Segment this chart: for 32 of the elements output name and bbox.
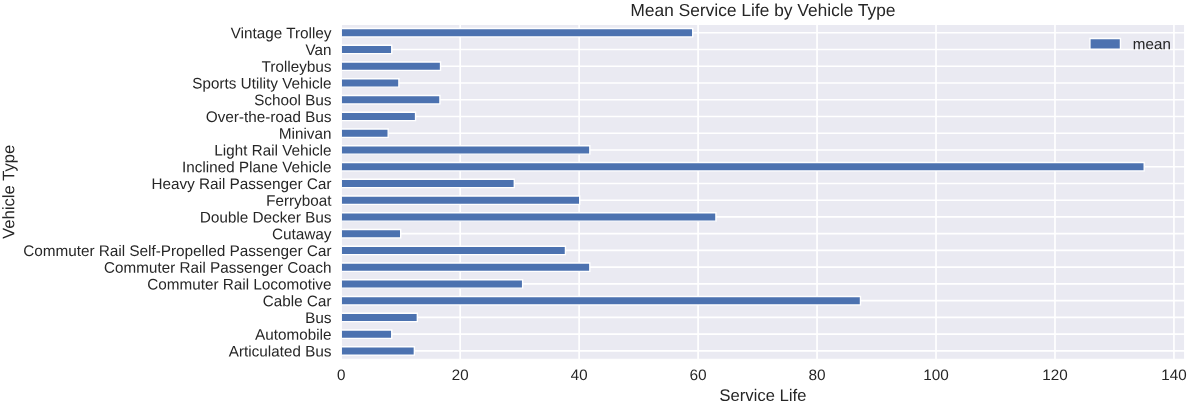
x-tick-label: 80 xyxy=(809,369,825,381)
chart-title: Mean Service Life by Vehicle Type xyxy=(631,3,895,20)
y-tick-label: Trolleybus xyxy=(261,60,331,75)
y-axis-title: Vehicle Type xyxy=(2,145,18,239)
y-tick-label: Commuter Rail Passenger Coach xyxy=(104,261,331,276)
x-tick-label: 60 xyxy=(690,369,706,381)
y-tick-label: Articulated Bus xyxy=(228,345,331,357)
y-tick-label: Ferryboat xyxy=(267,194,332,209)
x-axis-title: Service Life xyxy=(720,388,806,402)
y-tick-label: Vintage Trolley xyxy=(230,27,332,42)
x-tick-label: 120 xyxy=(1043,369,1068,381)
y-tick-label: Light Rail Vehicle xyxy=(215,144,331,159)
y-tick-label: Heavy Rail Passenger Car xyxy=(152,177,332,193)
y-tick-label: Over-the-road Bus xyxy=(206,110,331,123)
y-tick-label: Double Decker Bus xyxy=(201,211,331,223)
y-tick-label: Sports Utility Vehicle xyxy=(192,77,331,92)
y-tick-label: Inclined Plane Vehicle xyxy=(183,161,331,173)
x-tick-label: 0 xyxy=(337,369,345,381)
y-tick-label: Cutaway xyxy=(272,228,332,243)
y-tick-label: Van xyxy=(305,44,331,56)
y-tick-label: School Bus xyxy=(254,94,331,106)
x-tick-label: 100 xyxy=(924,369,949,381)
legend-label: mean xyxy=(1133,40,1170,50)
y-tick-label: Minivan xyxy=(280,127,331,139)
x-tick-label: 40 xyxy=(570,369,588,381)
x-tick-label: 20 xyxy=(452,369,469,381)
y-tick-label: Commuter Rail Self-Propelled Passenger Car xyxy=(24,244,332,260)
y-tick-label: Commuter Rail Locomotive xyxy=(148,278,331,290)
y-tick-label: Cable Car xyxy=(263,295,332,307)
y-tick-label: Bus xyxy=(306,312,331,324)
x-tick-label: 140 xyxy=(1162,369,1187,381)
y-tick-label: Automobile xyxy=(255,328,331,340)
